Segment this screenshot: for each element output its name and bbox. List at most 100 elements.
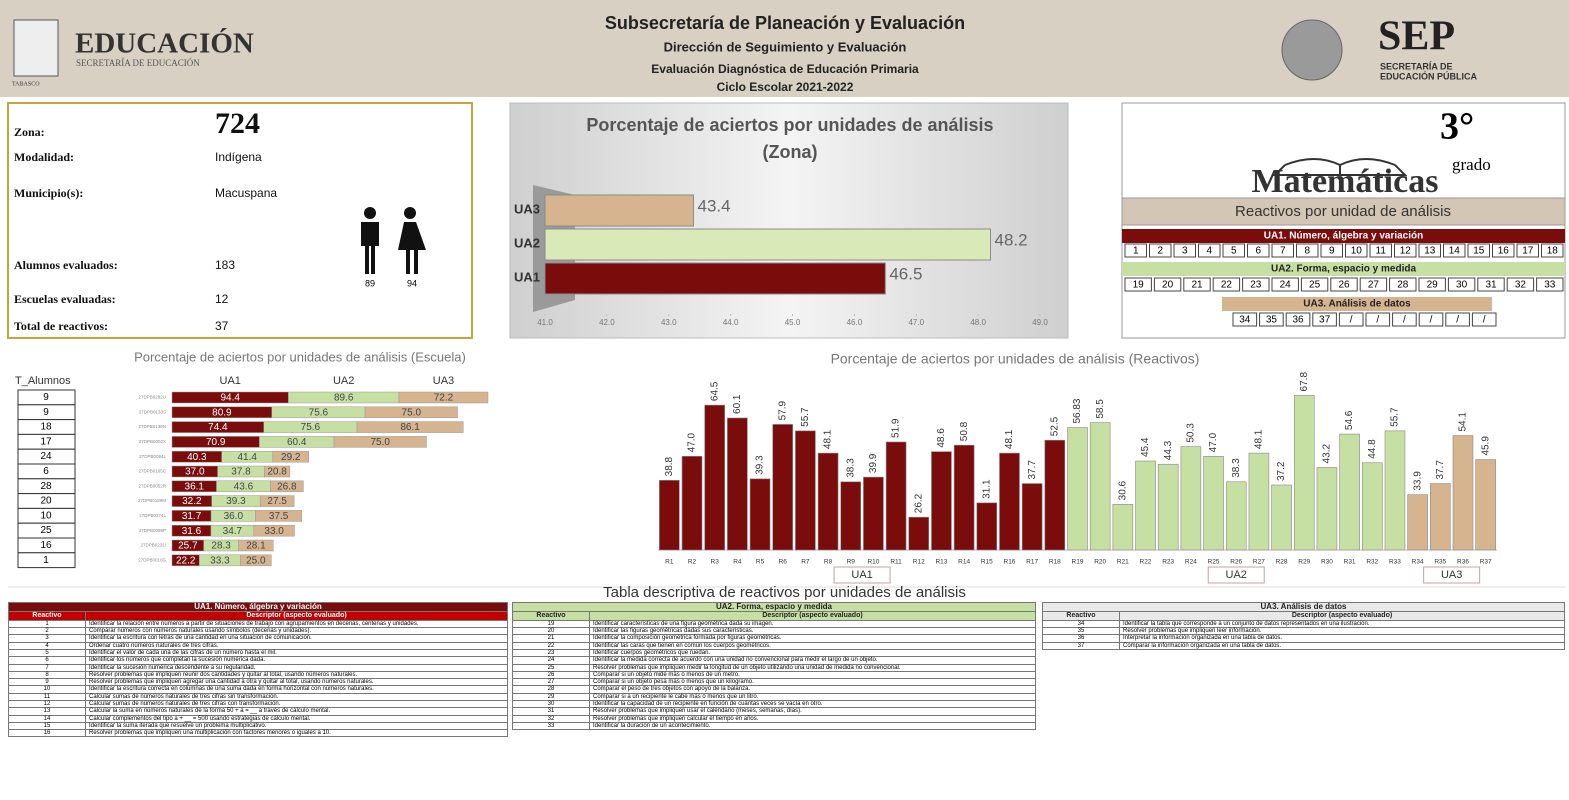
info-label: Escuelas evaluadas: [14,292,116,306]
descriptor-cell: Calcular sumas de números naturales de t… [85,692,508,702]
item-number: 16 [1498,246,1510,257]
info-label: Total de reactivos: [14,319,108,333]
table-row: 27 Comparar si un objeto pesa más o menos… [512,678,1036,687]
reactivo-cell: 6 [8,656,86,665]
item-cell [1320,243,1343,258]
bar [1339,433,1360,551]
table-row: 36 Interpretar la información organizada … [1042,634,1565,643]
school-code: 27DPB0002X [139,439,166,444]
x-tick-label: R5 [756,559,765,566]
table-row: 11 Calcular sumas de números naturales de… [8,692,508,702]
logo-sub: EDUCACIÓN PÚBLICA [1380,70,1478,81]
x-tick-label: R29 [1298,559,1310,566]
reactivo-cell: 7 [8,663,86,672]
students-cell [17,552,76,569]
table-row: 15 Identificar la suma iterada que resuel… [8,721,508,731]
reactivo-cell: 4 [8,641,86,650]
y-tick-label: UA1 [514,269,540,284]
x-tick-label: R4 [733,559,742,566]
tables-title: Tabla descriptiva de reactivos por unida… [603,584,966,601]
item-number: 25 [1309,280,1321,291]
table-row: 16 Resolver problemas que impliquen una m… [8,729,508,738]
table-row: 10 Identificar la escritura correcta en c… [8,685,508,694]
value-label: 51.9 [891,418,902,438]
column-header-row: Reactivo Descriptor (aspecto evaluado) [8,611,508,621]
value-label: 39.3 [755,455,766,475]
item-cell [1198,243,1221,258]
value-label: 55.7 [1390,407,1401,427]
reactivo-cell: 3 [8,634,86,643]
value-label: 37.7 [1027,460,1038,480]
descriptor-cell: Comparar si un objeto pesa más o menos q… [589,678,1036,687]
info-value: Indígena [215,150,262,164]
x-tick-label: R33 [1389,559,1401,566]
item-cell [1153,277,1182,292]
x-tick-label: 46.0 [847,318,863,327]
item-cell [1445,312,1470,327]
value-label: 50.8 [959,421,970,441]
table-row: 35 Resolver problemas que impliquen leer … [1042,627,1565,636]
value-label: 54.6 [1344,410,1355,430]
item-cell [1222,243,1245,258]
reactivo-cell: 22 [512,641,590,650]
item-number: / [1376,315,1379,326]
descriptor-table: UA1. Número, álgebra y variación Reactivo… [8,602,508,799]
subject-name: Matemáticas [1252,163,1439,200]
value-label: 72.2 [434,393,454,404]
value-label: 60.1 [732,394,743,414]
unit-header [1122,262,1565,276]
school-code: 27DPB0084L [139,454,166,459]
value-label: 94.4 [220,393,240,404]
bar-segment [364,406,458,419]
bar-segment [238,539,274,552]
bar [681,456,703,551]
bar [863,476,884,551]
bar [1044,439,1066,551]
reactivo-cell: 30 [512,699,590,709]
value-label: 58.5 [1095,399,1106,419]
bar [1157,463,1179,551]
reactivo-cell: 34 [1042,619,1120,629]
x-tick-label: R26 [1230,559,1242,566]
bar [727,417,748,551]
value-label: 47.0 [1208,432,1219,452]
descriptor-cell: Calcular complementos del tipo a + __ = … [85,714,508,723]
unit-title: UA3. Análisis de datos [1303,299,1411,310]
unit-header [1222,297,1492,311]
school-code: 27DPB0165C [138,469,166,474]
item-number: 19 [1133,280,1145,291]
value-label: 38.3 [1231,458,1242,478]
reactivo-cell: 37 [1042,641,1120,650]
bar-segment [264,465,291,478]
x-tick-label: R16 [1004,559,1016,566]
value-label: 30.6 [1117,480,1128,500]
table-row: 22 Identificar las caras que tienen en co… [512,641,1036,650]
value-label: 37.5 [269,511,289,522]
x-tick-label: R8 [824,559,833,566]
x-tick-label: R3 [711,559,720,566]
descriptor-cell: Identificar los números que completan la… [85,656,508,665]
table: UA3. Análisis de datos Reactivo Descriptor… [1042,602,1565,650]
table-row: 31 Resolver problemas que impliquen usar … [512,707,1036,716]
bar-segment [272,450,310,463]
descriptor-cell: Resolver problemas que impliquen calcula… [589,714,1036,723]
reactivo-cell: 10 [8,685,86,694]
group-label: UA2 [1226,569,1247,581]
value-label: 33.3 [210,555,230,566]
boys-count: 89 [365,278,375,288]
reactivo-cell: 25 [512,663,590,672]
bar [1271,484,1292,551]
bar-segment [240,554,272,567]
students-value: 9 [43,392,49,403]
value-label: 48.1 [1004,429,1015,449]
bar [976,502,998,551]
students-value: 17 [40,436,52,447]
x-tick-label: R10 [867,559,879,566]
table-title-row: UA2. Forma, espacio y medida [512,602,1036,613]
item-cell [1359,277,1388,292]
x-tick-label: 43.0 [661,318,677,327]
reactivo-cell: 27 [512,678,590,687]
item-number: 4 [1206,246,1212,257]
group-box [1423,566,1481,584]
descriptor-cell: Comparar la información organizada en un… [1119,641,1565,650]
